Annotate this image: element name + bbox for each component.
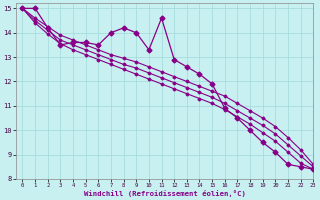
X-axis label: Windchill (Refroidissement éolien,°C): Windchill (Refroidissement éolien,°C): [84, 190, 246, 197]
